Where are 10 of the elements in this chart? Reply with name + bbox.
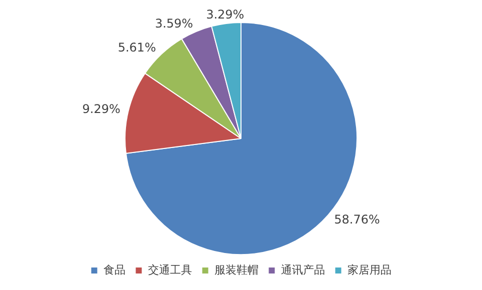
legend-label: 通讯产品 <box>280 263 325 276</box>
data-label: 58.76% <box>334 212 380 227</box>
legend-label: 食品 <box>103 263 126 276</box>
data-label: 9.29% <box>82 102 120 116</box>
data-label: 5.61% <box>118 40 156 54</box>
data-label: 3.59% <box>154 16 194 30</box>
legend-label: 交通工具 <box>148 263 192 276</box>
data-label: 3.29% <box>206 8 244 22</box>
legend-label: 家居用品 <box>347 263 392 276</box>
legend-label: 服装鞋帽 <box>214 263 258 276</box>
